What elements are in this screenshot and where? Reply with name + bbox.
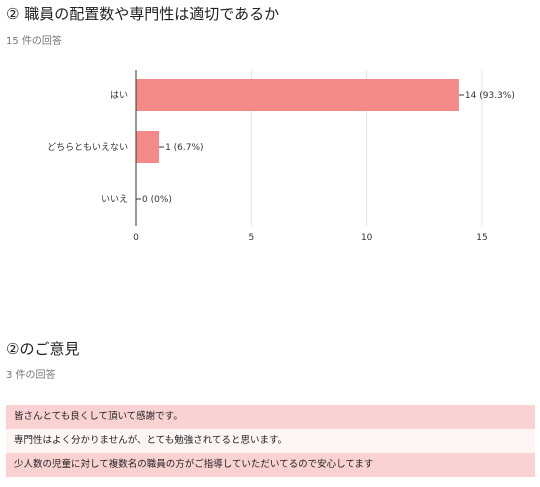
bar — [136, 79, 459, 111]
response-list: 皆さんとても良くして頂いて感謝です。 専門性はよく分かりませんが、とても勉強され… — [6, 405, 535, 477]
bar — [136, 131, 160, 163]
category-label: いいえ — [101, 194, 128, 205]
data-label: 1 (6.7%) — [165, 143, 203, 153]
x-tick-label: 5 — [248, 233, 254, 243]
question-title: ② 職員の配置数や専門性は適切であるか — [6, 5, 280, 23]
chart-labels: 0 5 10 15 はい 14 (93.3%) どちらともいえない 1 (6.7%) いいえ 0 … — [47, 90, 515, 243]
x-tick-label: 10 — [361, 233, 373, 243]
data-label: 0 (0%) — [142, 195, 172, 205]
question-title-2: ②のご意見 — [6, 340, 80, 358]
response-count: 15 件の回答 — [6, 36, 62, 47]
chart-bars — [136, 79, 459, 163]
category-label: はい — [110, 90, 128, 101]
data-label: 14 (93.3%) — [465, 91, 515, 101]
x-tick-label: 0 — [133, 233, 139, 243]
response-item: 皆さんとても良くして頂いて感謝です。 — [6, 405, 535, 429]
response-item: 少人数の児童に対して複数名の職員の方がご指導していただいてるので安心してます — [6, 453, 535, 477]
bar-chart: 0 5 10 15 はい 14 (93.3%) どちらともいえない 1 (6.7%) いいえ 0 … — [47, 70, 515, 243]
category-label: どちらともいえない — [47, 142, 128, 153]
x-tick-label: 15 — [476, 233, 487, 243]
response-item: 専門性はよく分かりませんが、とても勉強されてると思います。 — [6, 429, 535, 453]
response-count-2: 3 件の回答 — [6, 370, 56, 381]
